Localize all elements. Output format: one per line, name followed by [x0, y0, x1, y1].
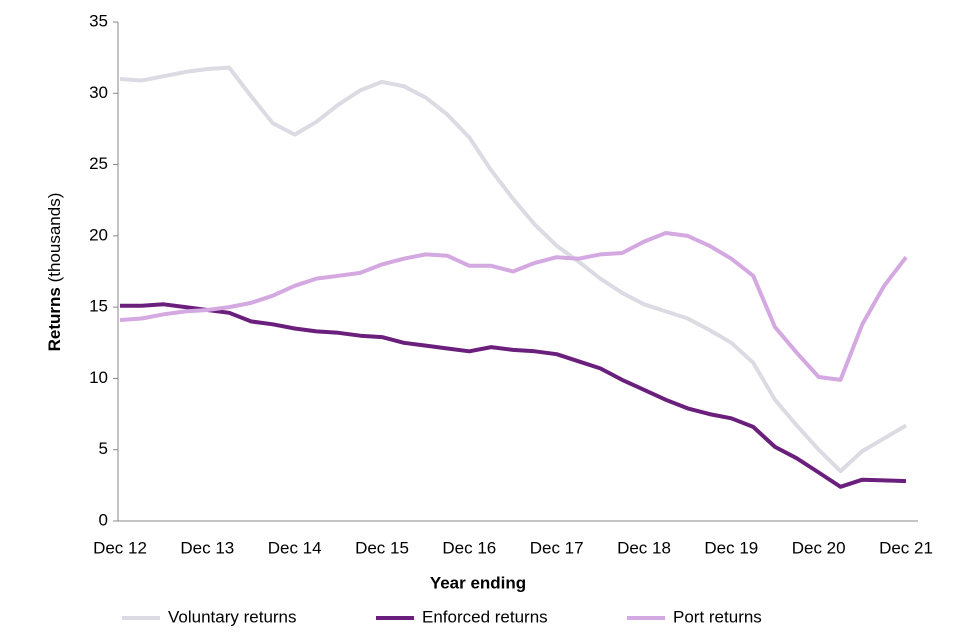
- y-tick-label: 15: [89, 297, 108, 316]
- legend-label: Port returns: [673, 607, 762, 626]
- x-tick-label: Dec 15: [355, 538, 409, 557]
- legend-label: Voluntary returns: [168, 607, 297, 626]
- y-tick-label: 10: [89, 368, 108, 387]
- x-tick-label: Dec 21: [879, 538, 933, 557]
- x-tick-label: Dec 13: [180, 538, 234, 557]
- x-axis-label: Year ending: [430, 573, 526, 592]
- x-tick-label: Dec 14: [268, 538, 322, 557]
- x-tick-label: Dec 16: [442, 538, 496, 557]
- x-tick-label: Dec 18: [617, 538, 671, 557]
- line-series: [120, 302, 907, 489]
- y-tick-label: 30: [89, 83, 108, 102]
- x-tick-label: Dec 12: [93, 538, 147, 557]
- y-tick-label: 5: [99, 439, 108, 458]
- y-axis-label-text: Returns: [45, 287, 64, 351]
- x-tick-label: Dec 19: [704, 538, 758, 557]
- y-tick-label: 35: [89, 11, 108, 30]
- y-axis-label: Returns (thousands): [45, 193, 64, 352]
- y-tick-label: 0: [99, 510, 108, 529]
- y-tick-label: 25: [89, 154, 108, 173]
- x-tick-label: Dec 20: [792, 538, 846, 557]
- line-series: [119, 65, 908, 474]
- x-tick-label: Dec 17: [530, 538, 584, 557]
- y-axis-label-unit: (thousands): [45, 193, 64, 283]
- line-series: [119, 231, 908, 382]
- legend-label: Enforced returns: [422, 607, 548, 626]
- y-tick-label: 20: [89, 225, 108, 244]
